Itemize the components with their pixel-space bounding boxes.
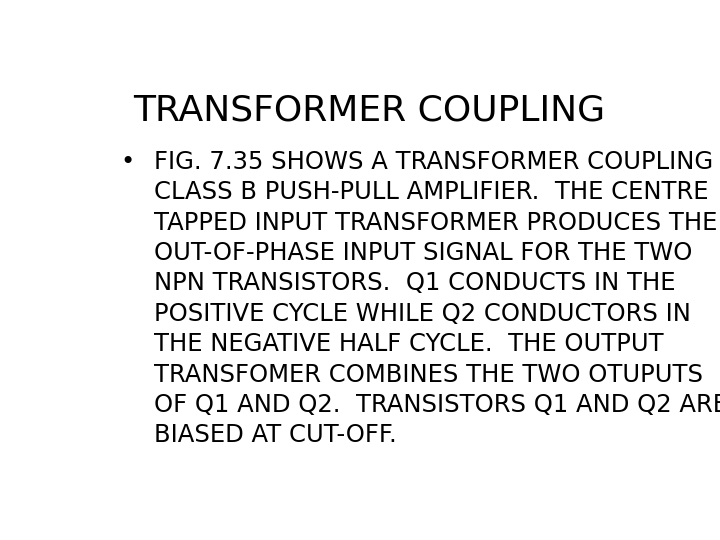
- Text: TRANSFORMER COUPLING: TRANSFORMER COUPLING: [133, 94, 605, 128]
- Text: OF Q1 AND Q2.  TRANSISTORS Q1 AND Q2 ARE: OF Q1 AND Q2. TRANSISTORS Q1 AND Q2 ARE: [154, 393, 720, 417]
- Text: TRANSFOMER COMBINES THE TWO OTUPUTS: TRANSFOMER COMBINES THE TWO OTUPUTS: [154, 362, 703, 387]
- Text: FIG. 7.35 SHOWS A TRANSFORMER COUPLING: FIG. 7.35 SHOWS A TRANSFORMER COUPLING: [154, 150, 714, 174]
- Text: •: •: [121, 150, 135, 174]
- Text: OUT-OF-PHASE INPUT SIGNAL FOR THE TWO: OUT-OF-PHASE INPUT SIGNAL FOR THE TWO: [154, 241, 693, 265]
- Text: BIASED AT CUT-OFF.: BIASED AT CUT-OFF.: [154, 423, 397, 447]
- Text: NPN TRANSISTORS.  Q1 CONDUCTS IN THE: NPN TRANSISTORS. Q1 CONDUCTS IN THE: [154, 272, 675, 295]
- Text: THE NEGATIVE HALF CYCLE.  THE OUTPUT: THE NEGATIVE HALF CYCLE. THE OUTPUT: [154, 332, 664, 356]
- Text: CLASS B PUSH-PULL AMPLIFIER.  THE CENTRE: CLASS B PUSH-PULL AMPLIFIER. THE CENTRE: [154, 180, 708, 205]
- Text: TAPPED INPUT TRANSFORMER PRODUCES THE: TAPPED INPUT TRANSFORMER PRODUCES THE: [154, 211, 718, 235]
- Text: POSITIVE CYCLE WHILE Q2 CONDUCTORS IN: POSITIVE CYCLE WHILE Q2 CONDUCTORS IN: [154, 302, 691, 326]
